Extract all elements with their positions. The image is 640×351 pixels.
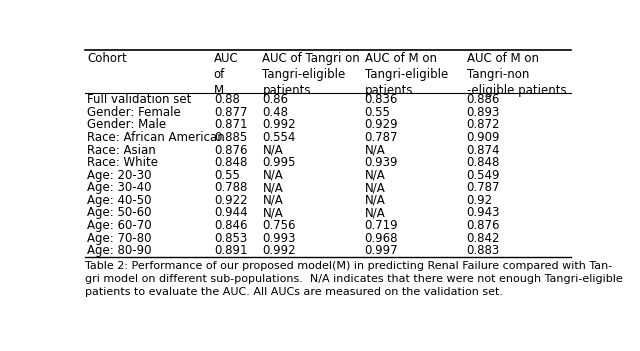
Text: AUC of M on
Tangri-non
-eligible patients: AUC of M on Tangri-non -eligible patient…: [467, 52, 566, 97]
Text: Age: 60-70: Age: 60-70: [88, 219, 152, 232]
Text: 0.944: 0.944: [214, 206, 248, 219]
Text: 0.876: 0.876: [467, 219, 500, 232]
Text: N/A: N/A: [365, 181, 385, 194]
Text: 0.891: 0.891: [214, 244, 247, 257]
Text: 0.886: 0.886: [467, 93, 500, 106]
Text: 0.992: 0.992: [262, 244, 296, 257]
Text: N/A: N/A: [262, 144, 283, 157]
Text: 0.876: 0.876: [214, 144, 247, 157]
Text: N/A: N/A: [262, 181, 283, 194]
Text: 0.719: 0.719: [365, 219, 398, 232]
Text: 0.871: 0.871: [214, 118, 247, 131]
Text: Age: 80-90: Age: 80-90: [88, 244, 152, 257]
Text: 0.554: 0.554: [262, 131, 296, 144]
Text: 0.992: 0.992: [262, 118, 296, 131]
Text: 0.853: 0.853: [214, 232, 247, 245]
Text: 0.872: 0.872: [467, 118, 500, 131]
Text: Gender: Male: Gender: Male: [88, 118, 166, 131]
Text: Age: 50-60: Age: 50-60: [88, 206, 152, 219]
Text: Table 2: Performance of our proposed model(M) in predicting Renal Failure compar: Table 2: Performance of our proposed mod…: [85, 261, 623, 297]
Text: 0.922: 0.922: [214, 194, 248, 207]
Text: 0.848: 0.848: [467, 156, 500, 169]
Text: 0.55: 0.55: [365, 106, 390, 119]
Text: 0.995: 0.995: [262, 156, 296, 169]
Text: 0.874: 0.874: [467, 144, 500, 157]
Text: Age: 30-40: Age: 30-40: [88, 181, 152, 194]
Text: 0.909: 0.909: [467, 131, 500, 144]
Text: AUC of M on
Tangri-eligible
patients: AUC of M on Tangri-eligible patients: [365, 52, 448, 97]
Text: Full validation set: Full validation set: [88, 93, 192, 106]
Text: 0.787: 0.787: [365, 131, 398, 144]
Text: Race: Asian: Race: Asian: [88, 144, 156, 157]
Text: 0.836: 0.836: [365, 93, 398, 106]
Text: N/A: N/A: [262, 206, 283, 219]
Text: 0.939: 0.939: [365, 156, 398, 169]
Text: 0.848: 0.848: [214, 156, 247, 169]
Text: Race: White: Race: White: [88, 156, 159, 169]
Text: 0.787: 0.787: [467, 181, 500, 194]
Text: 0.549: 0.549: [467, 169, 500, 182]
Text: 0.846: 0.846: [214, 219, 247, 232]
Text: N/A: N/A: [365, 206, 385, 219]
Text: N/A: N/A: [365, 169, 385, 182]
Text: 0.893: 0.893: [467, 106, 500, 119]
Text: N/A: N/A: [262, 194, 283, 207]
Text: 0.756: 0.756: [262, 219, 296, 232]
Text: 0.842: 0.842: [467, 232, 500, 245]
Text: AUC of Tangri on
Tangri-eligible
patients: AUC of Tangri on Tangri-eligible patient…: [262, 52, 360, 97]
Text: 0.943: 0.943: [467, 206, 500, 219]
Text: 0.48: 0.48: [262, 106, 289, 119]
Text: Cohort: Cohort: [88, 52, 127, 65]
Text: 0.877: 0.877: [214, 106, 247, 119]
Text: N/A: N/A: [262, 169, 283, 182]
Text: 0.788: 0.788: [214, 181, 247, 194]
Text: AUC
of
M: AUC of M: [214, 52, 239, 97]
Text: 0.92: 0.92: [467, 194, 493, 207]
Text: 0.929: 0.929: [365, 118, 398, 131]
Text: Gender: Female: Gender: Female: [88, 106, 181, 119]
Text: 0.88: 0.88: [214, 93, 240, 106]
Text: N/A: N/A: [365, 144, 385, 157]
Text: Age: 40-50: Age: 40-50: [88, 194, 152, 207]
Text: Age: 20-30: Age: 20-30: [88, 169, 152, 182]
Text: 0.968: 0.968: [365, 232, 398, 245]
Text: 0.993: 0.993: [262, 232, 296, 245]
Text: N/A: N/A: [365, 194, 385, 207]
Text: Age: 70-80: Age: 70-80: [88, 232, 152, 245]
Text: 0.55: 0.55: [214, 169, 240, 182]
Text: 0.885: 0.885: [214, 131, 247, 144]
Text: 0.883: 0.883: [467, 244, 500, 257]
Text: 0.86: 0.86: [262, 93, 289, 106]
Text: 0.997: 0.997: [365, 244, 398, 257]
Text: Race: African American: Race: African American: [88, 131, 225, 144]
